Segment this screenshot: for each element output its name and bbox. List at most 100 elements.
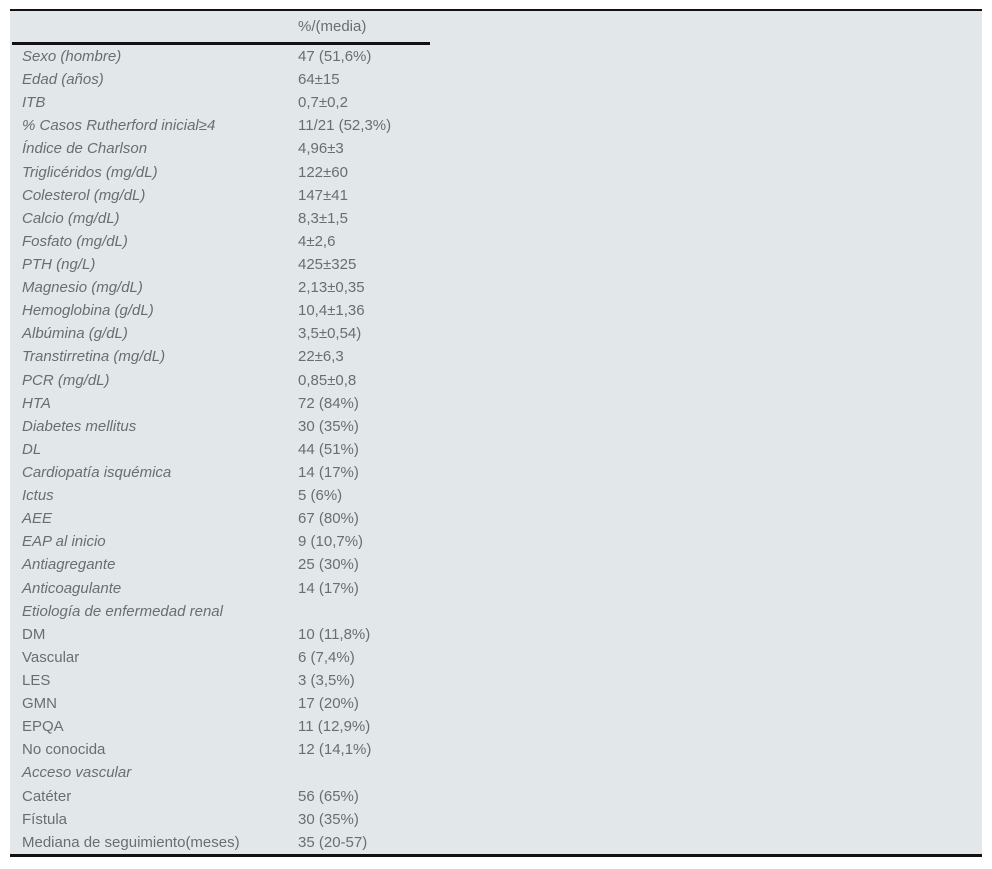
row-label: Triglicéridos (mg/dL): [22, 163, 158, 181]
row-value: 4±2,6: [298, 232, 336, 250]
row-value: 147±41: [298, 186, 348, 204]
table-row: LES 3 (3,5%): [10, 669, 982, 692]
row-value: 72 (84%): [298, 394, 359, 412]
row-value: 67 (80%): [298, 510, 359, 528]
row-value: 4,96±3: [298, 140, 344, 158]
table-row: Diabetes mellitus 30 (35%): [10, 415, 982, 438]
row-value: 10 (11,8%): [298, 625, 371, 643]
row-value: 35 (20-57): [298, 833, 368, 851]
table-row: No conocida 12 (14,1%): [10, 738, 982, 761]
section-label: Etiología de enfermedad renal: [22, 602, 223, 620]
row-label: No conocida: [22, 741, 106, 759]
row-value: 22±6,3: [298, 348, 344, 366]
table-row: Fosfato (mg/dL) 4±2,6: [10, 230, 982, 253]
table-row: PTH (ng/L) 425±325: [10, 253, 982, 276]
table-row: HTA 72 (84%): [10, 392, 982, 415]
table-row: DL 44 (51%): [10, 438, 982, 461]
table-row: % Casos Rutherford inicial≥4 11/21 (52,3%…: [10, 114, 982, 137]
row-label: PCR (mg/dL): [22, 371, 110, 389]
row-value: 9 (10,7%): [298, 533, 364, 551]
table-row: DM 10 (11,8%): [10, 623, 982, 646]
row-label: Albúmina (g/dL): [22, 325, 128, 343]
row-label: Catéter: [22, 787, 72, 805]
row-label: EAP al inicio: [22, 533, 106, 551]
table-row: EPQA 11 (12,9%): [10, 715, 982, 738]
row-value: 6 (7,4%): [298, 648, 355, 666]
row-value: 30 (35%): [298, 810, 359, 828]
row-value: 47 (51,6%): [298, 48, 372, 66]
table-row: PCR (mg/dL) 0,85±0,8: [10, 369, 982, 392]
row-label: Índice de Charlson: [22, 140, 148, 158]
row-value: 30 (35%): [298, 417, 359, 435]
table-row: Índice de Charlson 4,96±3: [10, 137, 982, 160]
row-value: 14 (17%): [298, 464, 359, 482]
row-label: GMN: [22, 695, 57, 713]
row-label: Fosfato (mg/dL): [22, 232, 128, 250]
table-row: GMN 17 (20%): [10, 692, 982, 715]
row-label: Anticoagulante: [22, 579, 122, 597]
row-value: 25 (30%): [298, 556, 359, 574]
table-row: Fístula 30 (35%): [10, 808, 982, 831]
row-value: 17 (20%): [298, 695, 359, 713]
table-row: Calcio (mg/dL) 8,3±1,5: [10, 207, 982, 230]
table-row: Mediana de seguimiento(meses) 35 (20-57): [10, 831, 982, 854]
row-label: LES: [22, 672, 51, 689]
row-label: Magnesio (mg/dL): [22, 279, 143, 297]
row-label: ITB: [22, 94, 46, 112]
table-row: ITB 0,7±0,2: [10, 91, 982, 114]
row-label: Ictus: [22, 487, 54, 505]
row-value: 425±325: [298, 256, 357, 274]
table-row: Ictus 5 (6%): [10, 484, 982, 507]
section-label: Acceso vascular: [22, 764, 132, 782]
column-header-media: %/(media): [298, 18, 367, 35]
row-label: Diabetes mellitus: [22, 417, 137, 435]
row-value: 3 (3,5%): [298, 672, 355, 689]
table-header-row: %/(media): [10, 11, 982, 42]
row-value: 10,4±1,36: [298, 302, 365, 320]
row-label: PTH (ng/L): [22, 256, 96, 274]
row-value: 44 (51%): [298, 440, 359, 458]
patient-statistics-table: %/(media) Sexo (hombre) 47 (51,6%) Edad (…: [10, 9, 982, 857]
table-row: Catéter 56 (65%): [10, 785, 982, 808]
row-value: 2,13±0,35: [298, 279, 365, 297]
row-label: Transtirretina (mg/dL): [22, 348, 166, 366]
table-row: AEE 67 (80%): [10, 507, 982, 530]
row-value: 0,7±0,2: [298, 94, 348, 112]
row-value: 14 (17%): [298, 579, 359, 597]
row-value: 12 (14,1%): [298, 741, 372, 759]
table-row: Sexo (hombre) 47 (51,6%): [10, 45, 982, 68]
row-label: AEE: [22, 510, 53, 528]
row-label: Hemoglobina (g/dL): [22, 302, 154, 320]
section-header-row: Etiología de enfermedad renal: [10, 600, 982, 623]
row-label: Mediana de seguimiento(meses): [22, 833, 240, 851]
header-rule: [12, 42, 430, 45]
table-row: EAP al inicio 9 (10,7%): [10, 530, 982, 553]
row-value: 5 (6%): [298, 487, 343, 505]
table-row: Vascular 6 (7,4%): [10, 646, 982, 669]
row-label: Vascular: [22, 648, 80, 666]
table-row: Anticoagulante 14 (17%): [10, 577, 982, 600]
table-row: Hemoglobina (g/dL) 10,4±1,36: [10, 299, 982, 322]
table-row: Triglicéridos (mg/dL) 122±60: [10, 161, 982, 184]
row-label: DM: [22, 625, 46, 643]
table-body: Sexo (hombre) 47 (51,6%) Edad (años) 64±15…: [10, 45, 982, 854]
row-label: Sexo (hombre): [22, 48, 122, 66]
row-value: 0,85±0,8: [298, 371, 357, 389]
table-row: Colesterol (mg/dL) 147±41: [10, 184, 982, 207]
row-value: 64±15: [298, 71, 340, 89]
section-header-row: Acceso vascular: [10, 761, 982, 784]
row-value: 8,3±1,5: [298, 209, 348, 227]
table-row: Edad (años) 64±15: [10, 68, 982, 91]
row-value: 11/21 (52,3%): [298, 117, 392, 135]
row-label: HTA: [22, 394, 51, 412]
row-label: Edad (años): [22, 71, 104, 89]
row-label: Antiagregante: [22, 556, 116, 574]
row-value: 56 (65%): [298, 787, 359, 805]
row-label: EPQA: [22, 718, 64, 736]
row-label: Calcio (mg/dL): [22, 209, 120, 227]
row-value: 122±60: [298, 163, 348, 181]
table-row: Transtirretina (mg/dL) 22±6,3: [10, 345, 982, 368]
table-row: Antiagregante 25 (30%): [10, 553, 982, 576]
table-row: Magnesio (mg/dL) 2,13±0,35: [10, 276, 982, 299]
